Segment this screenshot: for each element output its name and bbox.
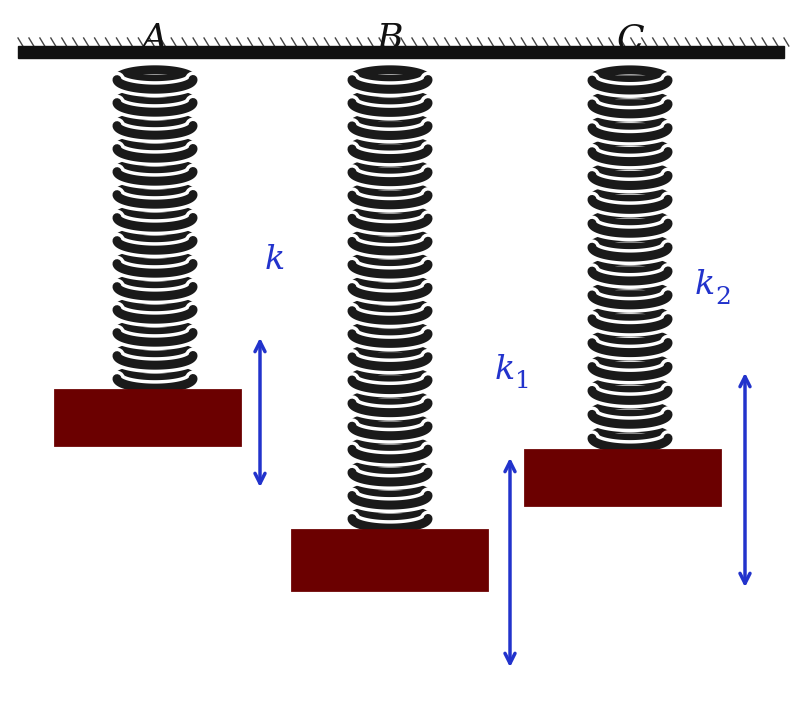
Text: A: A <box>142 22 168 56</box>
Text: B: B <box>377 22 403 56</box>
Bar <box>525 450 720 505</box>
Text: k: k <box>495 354 515 386</box>
Text: 2: 2 <box>715 285 731 308</box>
Bar <box>55 390 240 445</box>
Text: 1: 1 <box>516 370 531 393</box>
Bar <box>292 530 487 590</box>
Text: k: k <box>265 244 286 276</box>
Text: k: k <box>695 269 715 301</box>
Bar <box>18 46 784 58</box>
Text: C: C <box>616 22 644 56</box>
